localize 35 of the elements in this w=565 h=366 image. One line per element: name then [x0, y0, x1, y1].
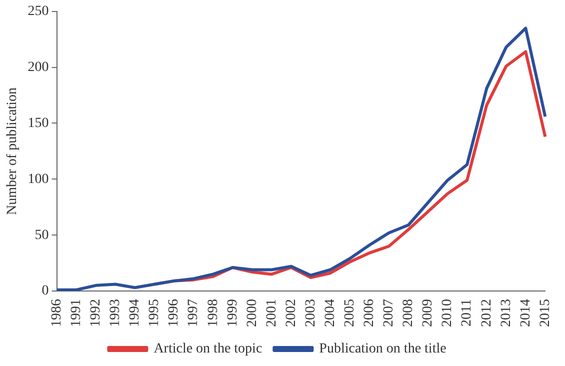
- x-tick-label: 2004: [322, 299, 338, 327]
- x-tick-label: 2013: [498, 299, 514, 327]
- x-tick-label: 1995: [147, 299, 162, 327]
- x-tick-label: 2009: [420, 299, 436, 327]
- x-tick-label: 1996: [166, 299, 182, 327]
- x-tick-label: 2001: [264, 299, 280, 327]
- x-tick-label: 1998: [206, 299, 221, 327]
- y-tick-label: 250: [28, 4, 49, 20]
- x-tick-label: 1992: [88, 299, 104, 327]
- y-tick-label: 100: [28, 172, 49, 187]
- x-tick-label: 1997: [186, 299, 202, 327]
- x-tick-label: 2014: [518, 299, 534, 327]
- x-tick-label: 2011: [460, 299, 475, 326]
- legend-label: Publication on the title: [319, 342, 446, 357]
- y-tick-label: 50: [34, 228, 49, 243]
- x-tick-label: 1994: [128, 299, 143, 327]
- x-tick-label: 2005: [342, 299, 358, 327]
- x-tick-label: 2015: [538, 299, 553, 327]
- x-tick-label: 2000: [244, 299, 260, 327]
- y-tick-label: 200: [28, 60, 49, 75]
- x-tick-label: 1991: [69, 299, 84, 327]
- x-tick-label: 1999: [225, 299, 240, 327]
- x-tick-label: 2006: [362, 299, 378, 327]
- x-tick-label: 1986: [49, 299, 64, 327]
- legend-label: Article on the topic: [154, 342, 262, 357]
- x-tick-label: 2003: [303, 299, 318, 327]
- x-tick-label: 2012: [479, 299, 494, 327]
- x-tick-label: 2007: [382, 299, 397, 327]
- x-tick-label: 1993: [108, 299, 124, 327]
- y-tick-label: 150: [28, 116, 49, 131]
- x-tick-label: 2002: [284, 299, 299, 327]
- x-tick-label: 2008: [401, 299, 416, 327]
- x-tick-label: 2010: [440, 299, 456, 327]
- y-axis-title: Number of publication: [5, 87, 20, 215]
- y-tick-label: 0: [42, 284, 49, 299]
